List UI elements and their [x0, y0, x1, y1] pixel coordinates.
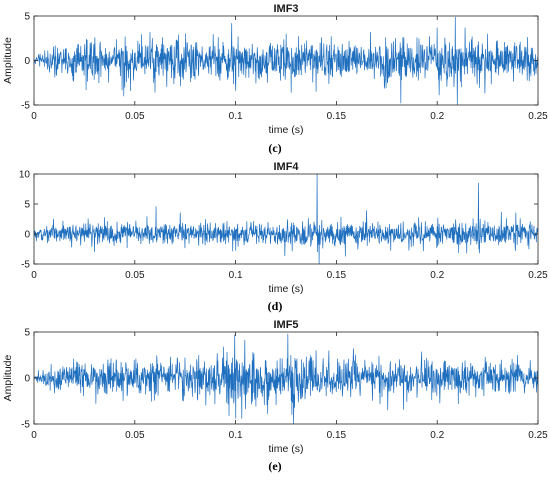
x-tick-label: 0.1 [229, 111, 243, 122]
y-tick-label: 5 [24, 12, 30, 23]
y-tick-label: 5 [24, 200, 30, 211]
x-tick-label: 0.05 [125, 270, 145, 281]
y-tick-label: 10 [19, 170, 31, 181]
chart-title: IMF4 [273, 161, 299, 173]
x-axis-label: time (s) [269, 124, 304, 136]
y-axis-label: Amplitude [2, 37, 14, 84]
x-axis-label: time (s) [269, 443, 304, 455]
x-tick-label: 0.25 [528, 270, 548, 281]
chart-title: IMF5 [273, 319, 298, 331]
x-tick-label: 0.05 [125, 111, 145, 122]
y-tick-label: 0 [24, 56, 30, 67]
panel-label: (d) [268, 299, 283, 313]
x-tick-label: 0.15 [327, 111, 347, 122]
y-tick-label: 0 [24, 230, 30, 241]
x-tick-label: 0 [31, 111, 37, 122]
y-tick-label: -5 [21, 260, 30, 271]
series-line-imf4 [34, 174, 538, 264]
x-tick-label: 0 [31, 430, 37, 441]
y-tick-label: -5 [21, 420, 30, 431]
plot-frame [33, 173, 539, 265]
x-tick-label: 0.25 [528, 111, 548, 122]
x-tick-label: 0 [31, 270, 37, 281]
x-tick-label: 0.15 [327, 430, 347, 441]
series-line-imf3 [34, 16, 538, 105]
panel-label: (c) [268, 141, 281, 155]
x-tick-label: 0.2 [430, 430, 444, 441]
series-line-imf5 [34, 333, 538, 424]
x-tick-label: 0.2 [430, 270, 444, 281]
x-tick-label: 0.05 [125, 430, 145, 441]
panel-label: (e) [268, 459, 281, 473]
x-axis-label: time (s) [269, 283, 304, 295]
x-tick-label: 0.1 [229, 270, 243, 281]
x-tick-label: 0.1 [229, 430, 243, 441]
x-tick-label: 0.15 [327, 270, 347, 281]
y-tick-label: 5 [24, 328, 30, 339]
y-tick-label: -5 [21, 101, 30, 112]
x-tick-label: 0.25 [528, 430, 548, 441]
y-tick-label: 0 [24, 374, 30, 385]
y-axis-label: Amplitude [2, 355, 14, 402]
chart-title: IMF3 [273, 3, 298, 15]
x-tick-label: 0.2 [430, 111, 444, 122]
